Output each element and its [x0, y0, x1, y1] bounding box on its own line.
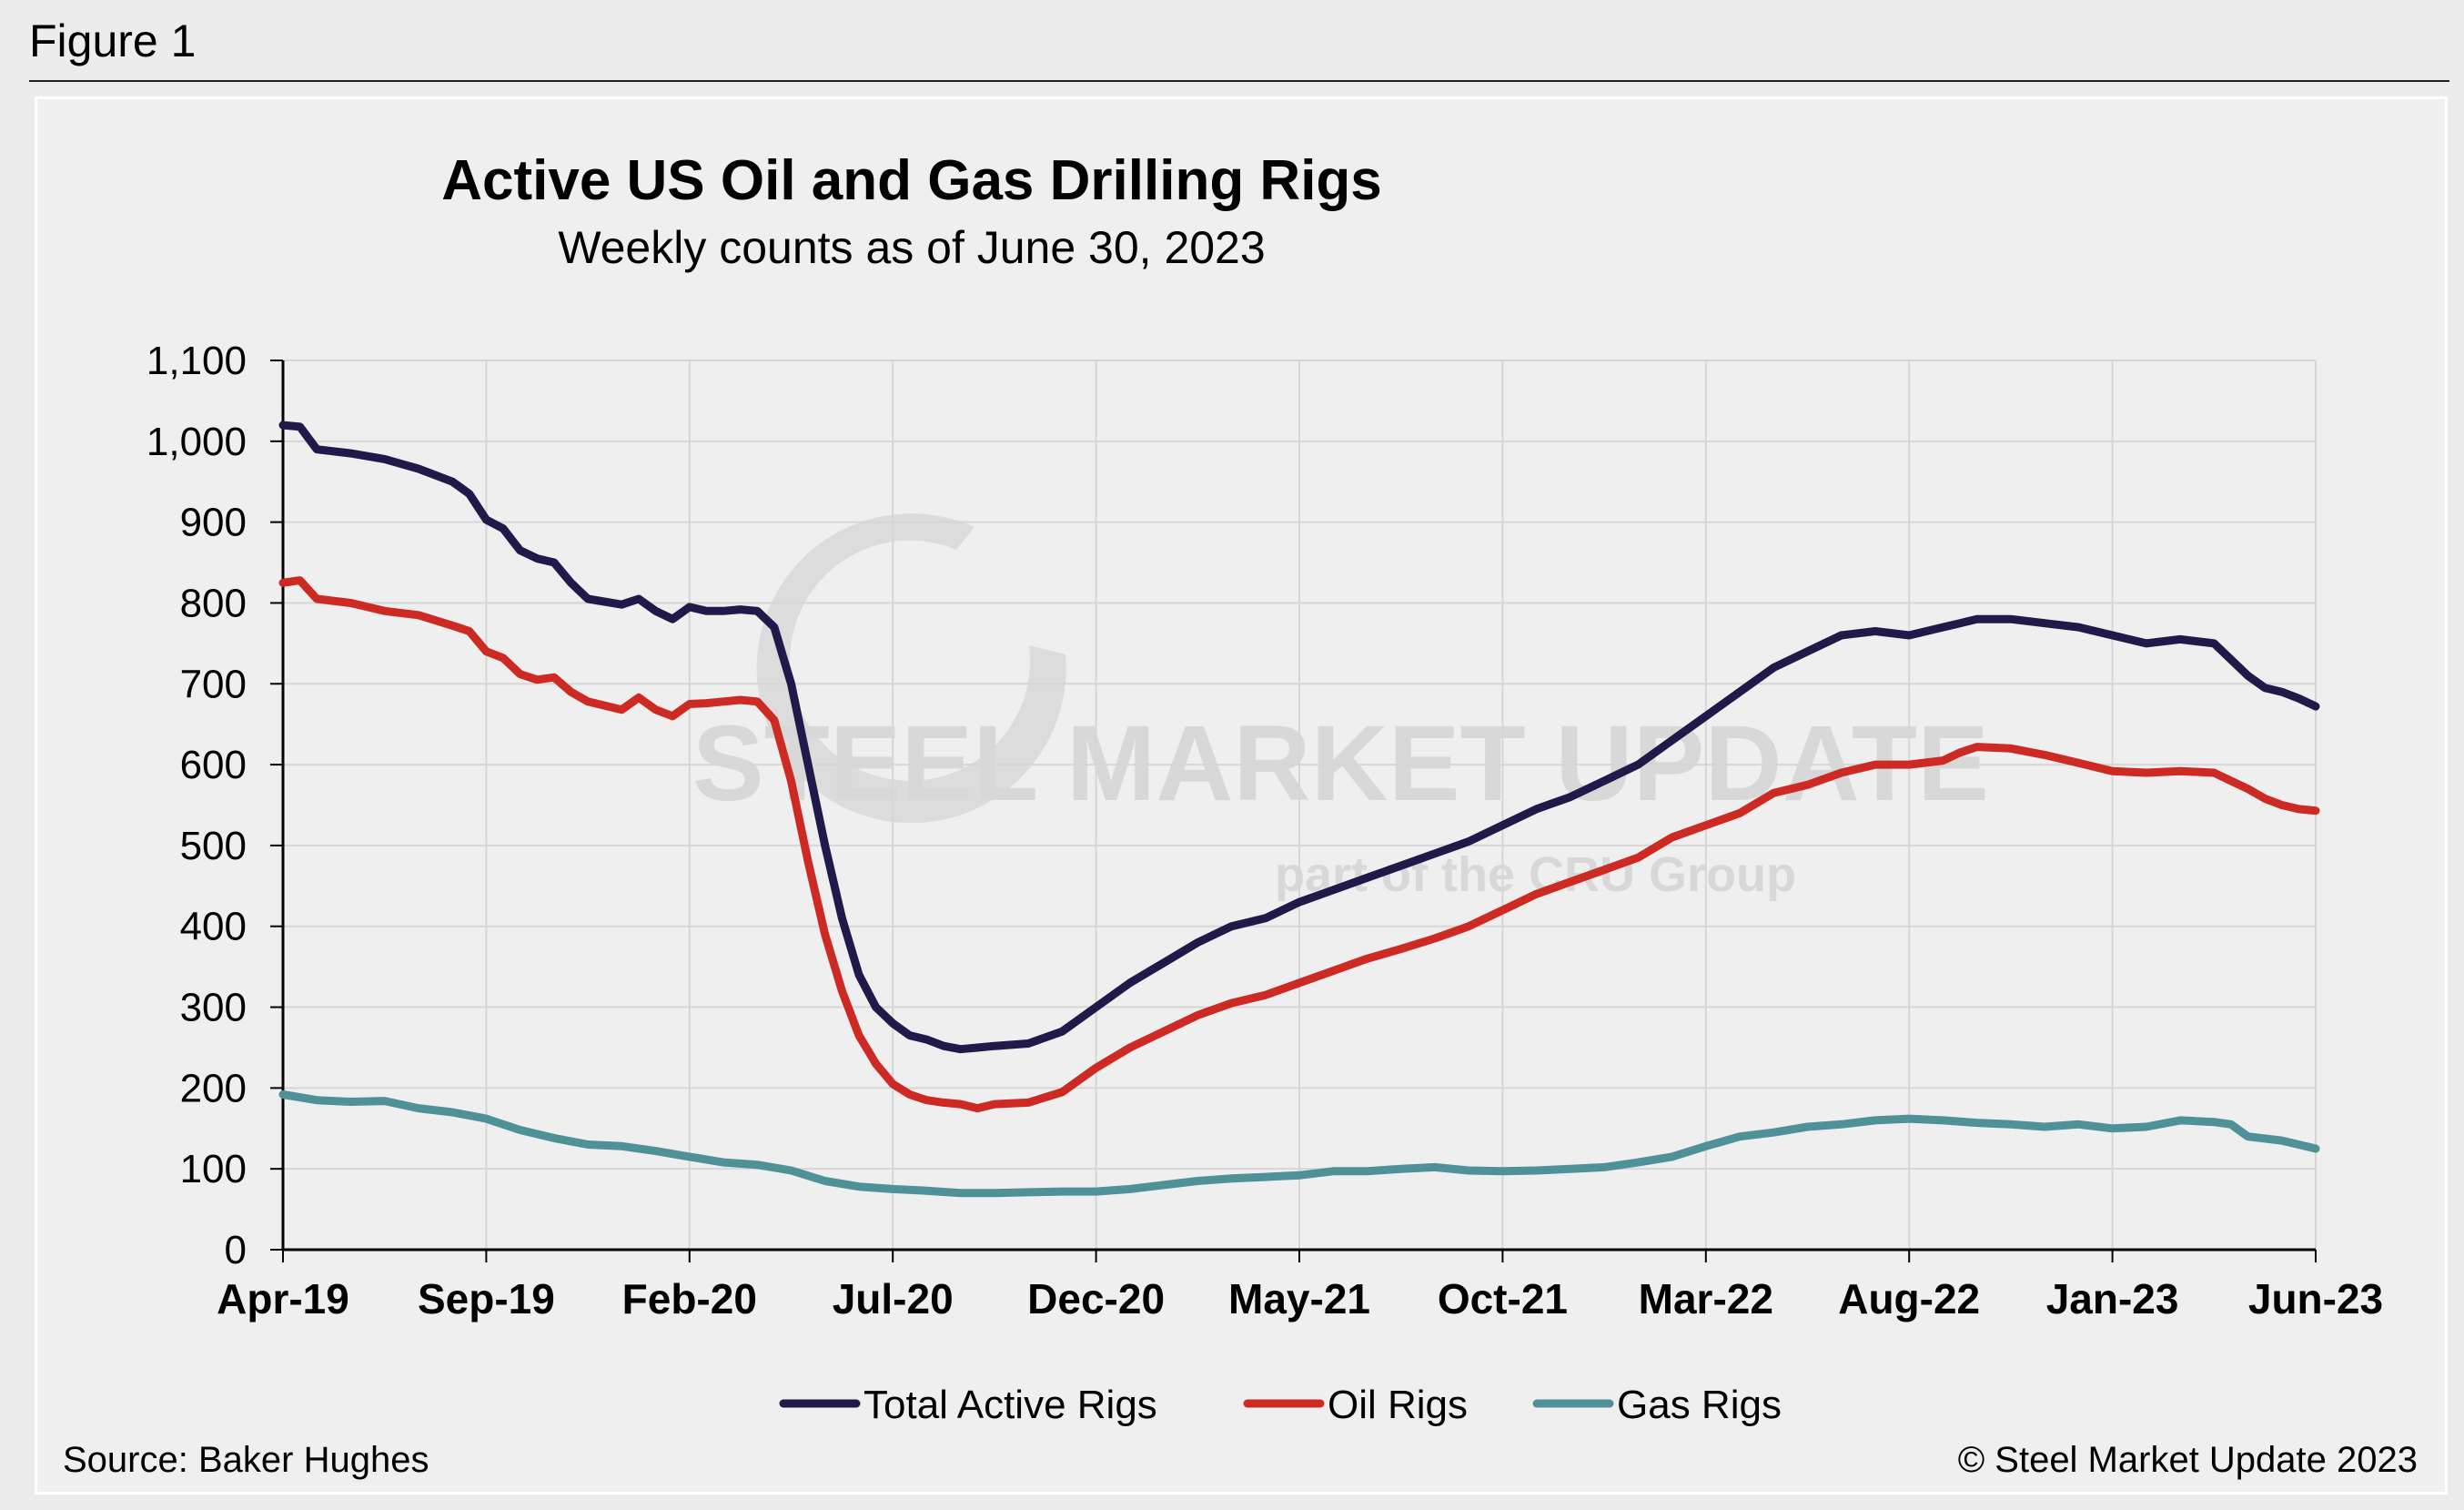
- y-tick-label: 600: [180, 743, 247, 787]
- gridlines: [283, 360, 2317, 1250]
- series-line-oil: [278, 576, 2320, 1113]
- chart-frame: STEEL MARKET UPDATE part of the CRU Grou…: [35, 96, 2448, 1495]
- x-tick-label: May-21: [1228, 1275, 1370, 1323]
- legend-label-total: Total Active Rigs: [863, 1383, 1157, 1427]
- x-tick-label: Aug-22: [1838, 1275, 1980, 1323]
- y-tick-label: 1,000: [146, 420, 247, 464]
- x-tick-label: Mar-22: [1639, 1275, 1773, 1323]
- y-tick-label: 700: [180, 662, 247, 706]
- figure-divider: [29, 80, 2449, 82]
- y-tick-label: 900: [180, 501, 247, 545]
- copyright-note: © Steel Market Update 2023: [1958, 1440, 2418, 1480]
- y-tick-label: 200: [180, 1066, 247, 1110]
- y-tick-label: 0: [225, 1228, 247, 1272]
- legend-label-gas: Gas Rigs: [1617, 1383, 1782, 1427]
- x-tick-label: Sep-19: [418, 1275, 555, 1323]
- series-lines: [278, 421, 2320, 1198]
- y-tick-label: 100: [180, 1147, 247, 1191]
- y-tick-label: 800: [180, 581, 247, 625]
- watermark: STEEL MARKET UPDATE part of the CRU Grou…: [692, 513, 1989, 902]
- source-note: Source: Baker Hughes: [63, 1440, 429, 1480]
- series-line-gas: [278, 1090, 2320, 1198]
- legend-label-oil: Oil Rigs: [1328, 1383, 1468, 1427]
- x-tick-label: Jan-23: [2046, 1275, 2179, 1323]
- x-tick-label: Apr-19: [217, 1275, 349, 1323]
- figure-label: Figure 1: [29, 15, 197, 66]
- y-tick-label: 1,100: [146, 339, 247, 383]
- x-tick-label: Dec-20: [1027, 1275, 1165, 1323]
- chart-subtitle: Weekly counts as of June 30, 2023: [558, 222, 1265, 273]
- x-tick-label: Jun-23: [2248, 1275, 2383, 1323]
- x-tick-label: Oct-21: [1438, 1275, 1568, 1323]
- legend: Total Active Rigs Oil Rigs Gas Rigs: [779, 1383, 1782, 1427]
- y-tick-label: 400: [180, 905, 247, 949]
- x-tick-label: Feb-20: [622, 1275, 757, 1323]
- y-axis-ticks: 0 100 200 300 400 500 600 700 800 900 1,000 1,100: [146, 339, 283, 1272]
- chart-title: Active US Oil and Gas Drilling Rigs: [441, 149, 1382, 212]
- watermark-text: STEEL MARKET UPDATE: [692, 704, 1989, 824]
- y-tick-label: 300: [180, 986, 247, 1030]
- chart-canvas: STEEL MARKET UPDATE part of the CRU Grou…: [63, 149, 2418, 1480]
- x-axis-ticks: Apr-19 Sep-19 Feb-20 Jul-20 Dec-20 May-21 Oct-…: [217, 1250, 2383, 1323]
- y-tick-label: 500: [180, 824, 247, 868]
- x-tick-label: Jul-20: [833, 1275, 954, 1323]
- series-line-total: [278, 421, 2320, 1054]
